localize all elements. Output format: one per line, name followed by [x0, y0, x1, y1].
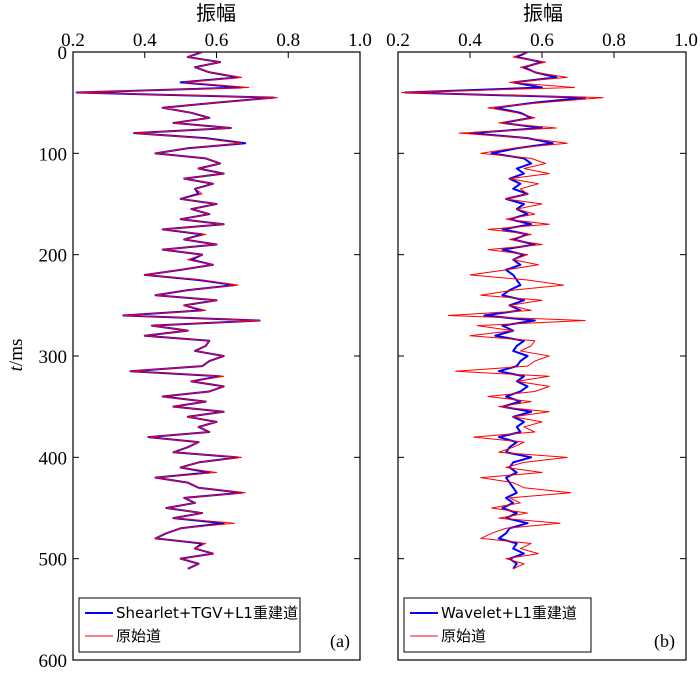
panel-b-series — [401, 51, 604, 570]
y-axis-label-unit: /ms — [6, 339, 27, 366]
panel-b-label: (b) — [654, 631, 675, 652]
y-tick-label: 100 — [39, 144, 68, 165]
panel-a-legend-label-original: 原始道 — [116, 627, 161, 645]
panel-b-frame — [397, 51, 687, 661]
panel-a-y-ticks: 0 100 200 300 400 500 600 — [39, 43, 360, 672]
y-tick-label: 300 — [39, 347, 68, 368]
x-tick-label: 1.0 — [674, 30, 698, 51]
x-tick-label: 0.6 — [530, 30, 554, 51]
panel-b-legend: Wavelet+L1重建道 原始道 — [403, 597, 592, 653]
y-axis-label-italic: t — [6, 365, 27, 371]
panel-a-legend: Shearlet+TGV+L1重建道 原始道 — [78, 597, 301, 653]
y-tick-label: 400 — [39, 448, 68, 469]
panel-a-legend-label-reconstructed: Shearlet+TGV+L1重建道 — [116, 604, 298, 622]
panel-a: 振幅 0.2 0.4 0.6 0.8 1.0 0 100 200 300 400 500 600 S… — [39, 1, 372, 672]
y-axis-label: t/ms — [6, 339, 27, 372]
panel-a-series — [75, 51, 278, 570]
y-tick-label: 200 — [39, 246, 68, 267]
panel-b-legend-label-reconstructed: Wavelet+L1重建道 — [441, 604, 577, 622]
y-tick-label: 600 — [39, 651, 68, 672]
panel-b: 振幅 0.2 0.4 0.6 0.8 1.0 Wavelet+L1重建道 原始道 (b) — [386, 1, 698, 661]
panel-a-label: (a) — [330, 631, 350, 652]
x-tick-label: 1.0 — [348, 30, 372, 51]
x-tick-label: 0.6 — [205, 30, 229, 51]
panel-a-frame — [72, 51, 361, 661]
series-line-original — [401, 51, 604, 570]
y-tick-label: 500 — [39, 550, 68, 571]
panel-b-y-ticks — [398, 51, 686, 661]
panel-b-legend-label-original: 原始道 — [441, 627, 486, 645]
series-line-original — [76, 51, 278, 570]
x-tick-label: 0.2 — [61, 30, 85, 51]
x-tick-label: 0.8 — [602, 30, 626, 51]
panel-b-legend-box — [403, 597, 592, 653]
x-tick-label: 0.2 — [386, 30, 410, 51]
series-line-reconstructed — [75, 51, 275, 570]
x-tick-label: 0.4 — [458, 30, 482, 51]
panel-a-title: 振幅 — [196, 1, 236, 25]
panel-b-x-ticks: 0.2 0.4 0.6 0.8 1.0 — [386, 30, 698, 58]
x-tick-label: 0.8 — [276, 30, 300, 51]
panel-a-x-ticks: 0.2 0.4 0.6 0.8 1.0 — [61, 30, 372, 58]
x-tick-label: 0.4 — [133, 30, 157, 51]
panel-b-title: 振幅 — [523, 1, 563, 25]
y-tick-label: 0 — [58, 43, 68, 64]
panel-a-legend-box — [78, 597, 301, 653]
